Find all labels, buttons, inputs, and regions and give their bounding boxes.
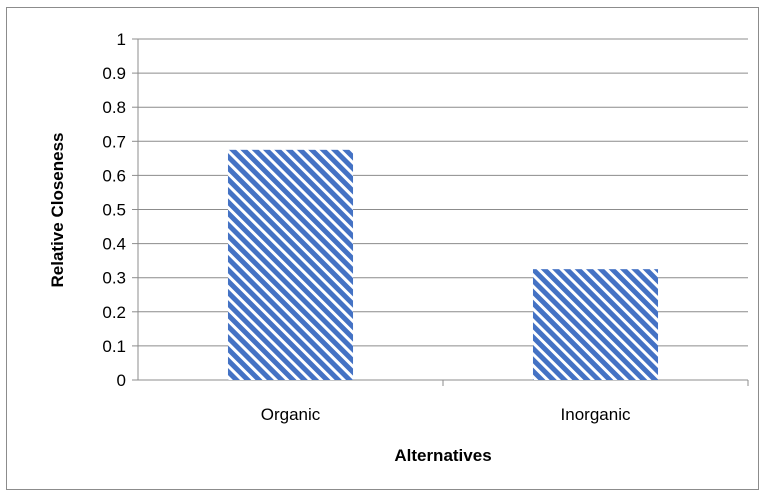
y-tick-label: 0 xyxy=(117,371,126,390)
y-tick-label: 0.8 xyxy=(102,98,126,117)
y-tick-label: 0.4 xyxy=(102,235,126,254)
y-tick-label: 0.9 xyxy=(102,64,126,83)
y-tick-label: 0.7 xyxy=(102,132,126,151)
x-tick-labels: Organic Inorganic xyxy=(261,405,631,424)
chart-frame xyxy=(6,7,759,490)
x-tick-label: Inorganic xyxy=(561,405,631,424)
x-tick-label: Organic xyxy=(261,405,321,424)
bar-organic xyxy=(227,149,354,380)
bar-inorganic xyxy=(532,269,659,380)
y-tick-label: 0.6 xyxy=(102,166,126,185)
y-tick-label: 1 xyxy=(117,30,126,49)
y-tick-label: 0.3 xyxy=(102,269,126,288)
bars xyxy=(227,149,659,380)
y-tick-label: 0.1 xyxy=(102,337,126,356)
x-axis-title: Alternatives xyxy=(394,446,491,465)
y-tick-label: 0.5 xyxy=(102,201,126,220)
y-axis-title: Relative Closeness xyxy=(48,133,67,288)
y-tick-labels: 0 0.1 0.2 0.3 0.4 0.5 0.6 0.7 0.8 0.9 1 xyxy=(102,30,126,390)
y-tick-label: 0.2 xyxy=(102,303,126,322)
